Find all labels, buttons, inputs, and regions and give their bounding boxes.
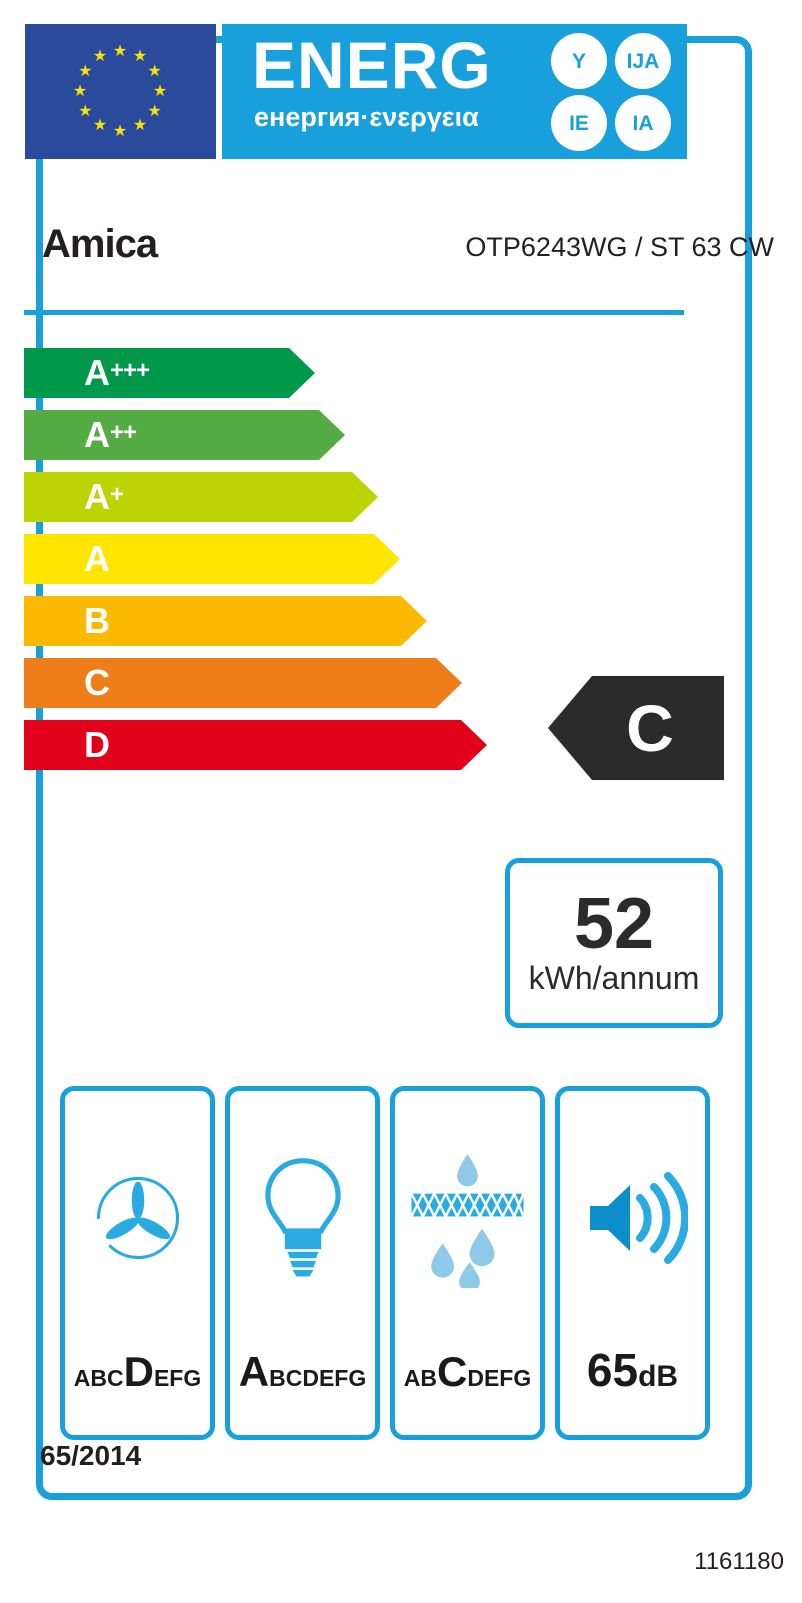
bar-label-letter: C <box>84 662 110 703</box>
language-badges: Y IJA IE IA <box>551 33 677 151</box>
european-union-flag-icon: ★ ★ ★ ★ ★ ★ ★ ★ ★ ★ ★ ★ <box>25 24 216 159</box>
scale-after: DEFG <box>467 1365 532 1391</box>
lighting-efficiency-box: ABCDEFG <box>225 1086 380 1440</box>
header-divider <box>24 310 684 315</box>
bar-label: D <box>84 720 110 770</box>
badge-ie: IE <box>551 95 607 151</box>
energ-wordmark: ENERG <box>252 28 492 102</box>
eu-star-icon: ★ <box>92 117 108 135</box>
scale-after: EFG <box>153 1365 202 1391</box>
scale-rated: C <box>437 1348 468 1395</box>
bar-label-letter: A <box>84 476 110 517</box>
bar-label-letter: D <box>84 724 110 765</box>
bar-arrow-tip <box>289 348 315 398</box>
bar-arrow-tip <box>374 534 400 584</box>
bar-label: A + <box>84 472 124 522</box>
eu-star-icon: ★ <box>132 47 148 65</box>
scale-rated: A <box>238 1348 270 1395</box>
scale-before: ABC <box>73 1365 124 1391</box>
noise-level-scale: 65dB <box>560 1347 705 1393</box>
noise-level-box: 65dB <box>555 1086 710 1440</box>
bar-label: C <box>84 658 110 708</box>
scale-before: AB <box>403 1365 437 1391</box>
bar-label-plus: ++ <box>110 419 137 446</box>
brand-name: Amica <box>42 222 158 266</box>
bar-body: B <box>24 596 427 646</box>
model-name: OTP6243WG / ST 63 CW <box>465 232 774 262</box>
energy-class-bar: A + <box>24 472 378 522</box>
bar-label-plus: + <box>110 481 124 508</box>
arrow-tip-icon <box>548 676 592 780</box>
energy-class-bar: C <box>24 658 462 708</box>
energy-class-bar: A ++ <box>24 410 345 460</box>
eu-star-icon: ★ <box>72 82 88 100</box>
scale-after: BCDEFG <box>269 1365 367 1391</box>
eu-star-icon: ★ <box>78 62 93 80</box>
regulation-number: 65/2014 <box>40 1440 142 1471</box>
lightbulb-icon <box>255 1143 351 1293</box>
bar-arrow-tip <box>319 410 345 460</box>
bar-arrow-tip <box>461 720 487 770</box>
eu-star-icon: ★ <box>152 82 168 100</box>
lighting-efficiency-scale: ABCDEFG <box>230 1351 375 1393</box>
rated-class-letter: C <box>626 691 674 765</box>
fluid-dynamic-efficiency-scale: ABCDEFG <box>65 1351 210 1393</box>
label-header: ★ ★ ★ ★ ★ ★ ★ ★ ★ ★ ★ ★ ENERG енергия·ενεργεια Y IJ… <box>25 24 687 159</box>
energy-class-scale: A +++ A ++ A + A B C D <box>24 348 684 788</box>
energy-class-bar: D <box>24 720 487 770</box>
info-boxes: ABCDEFG ABCDEFG <box>60 1086 712 1440</box>
bar-label-letter: A <box>84 352 110 393</box>
energy-class-bar: A +++ <box>24 348 315 398</box>
eu-star-icon: ★ <box>112 42 128 60</box>
bar-label-letter: B <box>84 600 110 641</box>
energ-subtitle: енергия·ενεργεια <box>254 102 479 132</box>
bar-arrow-tip <box>401 596 427 646</box>
fan-icon <box>86 1143 190 1293</box>
rated-class-box: C <box>592 676 724 780</box>
bar-arrow-tip <box>436 658 462 708</box>
eu-star-icon: ★ <box>147 102 162 120</box>
energy-class-bar: A <box>24 534 400 584</box>
eu-star-icon: ★ <box>147 62 162 80</box>
bar-body: A +++ <box>24 348 315 398</box>
bar-label-letter: A <box>84 414 110 455</box>
bar-body: D <box>24 720 487 770</box>
energy-consumption-value: 52 <box>573 884 655 965</box>
grease-filtering-efficiency-box: ABCDEFG <box>390 1086 545 1440</box>
noise-value: 65 <box>586 1344 639 1396</box>
bar-label: A <box>84 534 110 584</box>
energy-class-bar: B <box>24 596 427 646</box>
reference-number: 1161180 <box>694 1548 784 1575</box>
eu-star-icon: ★ <box>112 122 128 140</box>
energy-consumption-box: 52 kWh/annum <box>505 858 723 1028</box>
energ-banner: ENERG енергия·ενεργεια Y IJA IE IA <box>222 24 687 159</box>
bar-body: A <box>24 534 400 584</box>
badge-ia: IA <box>615 95 671 151</box>
bar-label: B <box>84 596 110 646</box>
bar-label: A +++ <box>84 348 150 398</box>
eu-star-icon: ★ <box>92 47 108 65</box>
bar-body: A ++ <box>24 410 345 460</box>
noise-unit: dB <box>638 1360 679 1393</box>
bar-label-plus: +++ <box>110 357 150 384</box>
bar-label-letter: A <box>84 538 110 579</box>
eu-star-icon: ★ <box>78 102 93 120</box>
energy-consumption-unit: kWh/annum <box>528 959 700 996</box>
rated-class-arrow: C <box>548 676 724 780</box>
fluid-dynamic-efficiency-box: ABCDEFG <box>60 1086 215 1440</box>
badge-y: Y <box>551 33 607 89</box>
grease-filter-icon <box>405 1143 530 1293</box>
grease-filtering-efficiency-scale: ABCDEFG <box>395 1351 540 1393</box>
eu-star-icon: ★ <box>132 117 148 135</box>
bar-body: A + <box>24 472 378 522</box>
bar-arrow-tip <box>352 472 378 522</box>
scale-rated: D <box>123 1348 154 1395</box>
bar-label: A ++ <box>84 410 137 460</box>
bar-body: C <box>24 658 462 708</box>
badge-ija: IJA <box>615 33 671 89</box>
speaker-icon <box>578 1143 688 1293</box>
